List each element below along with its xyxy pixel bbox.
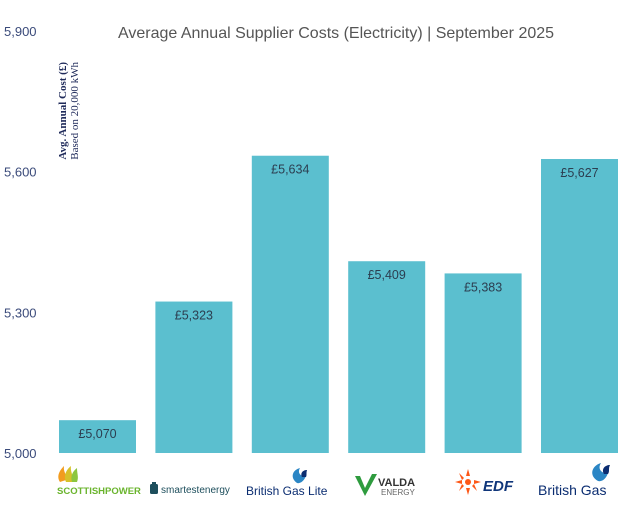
logo-smartestenergy-text: smartestenergy <box>161 485 230 496</box>
v-mark-icon <box>355 474 377 496</box>
y-axis-label: Avg. Annual Cost (£) <box>57 62 69 160</box>
flame-icon <box>292 468 307 484</box>
bar-value-label: £5,383 <box>464 280 502 294</box>
logo-edf: EDF <box>455 469 514 495</box>
y-tick-label: 5,600 <box>4 165 37 180</box>
y-axis-sublabel: Based on 20,000 kWh <box>69 62 81 160</box>
flame-icon <box>592 463 610 482</box>
bar <box>444 273 522 453</box>
logo-scottishpower: SCOTTISHPOWER <box>57 466 141 497</box>
bar-value-label: £5,409 <box>368 268 406 282</box>
y-tick-label: 5,300 <box>4 305 37 320</box>
bar <box>155 301 233 453</box>
y-tick-label: 5,900 <box>4 24 37 39</box>
bar-value-label: £5,323 <box>175 309 213 323</box>
bar <box>251 155 329 454</box>
bar-value-label: £5,634 <box>271 163 309 177</box>
logo-valda-text: VALDA <box>378 477 415 489</box>
chart-title: Average Annual Supplier Costs (Electrici… <box>118 25 554 42</box>
logo-britishgaslite-text: British Gas Lite <box>246 484 328 498</box>
bar-value-label: £5,627 <box>560 166 598 180</box>
battery-icon <box>150 482 158 494</box>
logo-smartestenergy: smartestenergy <box>150 482 230 496</box>
logo-edf-text: EDF <box>483 478 514 495</box>
y-axis-title: Avg. Annual Cost (£) Based on 20,000 kWh <box>57 62 81 160</box>
value-labels-group: £5,070 £5,323 £5,634 £5,409 £5,383 £5,627 <box>78 163 598 441</box>
logo-scottishpower-text: SCOTTISHPOWER <box>57 486 141 497</box>
logo-britishgas-text: British Gas <box>538 482 606 498</box>
bars-group <box>59 155 618 454</box>
bar <box>541 159 618 454</box>
logo-valda-subtext: ENERGY <box>381 488 415 497</box>
flame-icon <box>58 466 78 482</box>
sunburst-icon <box>455 469 481 495</box>
logo-britishgas: British Gas <box>538 463 610 498</box>
bar <box>59 420 136 453</box>
y-tick-label: 5,000 <box>4 446 37 461</box>
logo-valda: VALDA ENERGY <box>355 474 415 497</box>
logo-britishgaslite: British Gas Lite <box>246 468 328 498</box>
bar-value-label: £5,070 <box>78 427 116 441</box>
y-axis-ticks: 5,000 5,300 5,600 5,900 <box>4 24 37 461</box>
bar <box>348 261 426 453</box>
